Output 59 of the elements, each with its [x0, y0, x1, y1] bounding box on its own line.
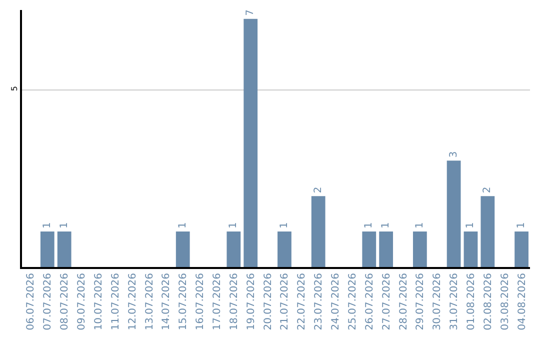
x-tick-label: 06.07.2026 [26, 273, 37, 330]
x-tick-label: 24.07.2026 [330, 273, 342, 330]
data-label: 1 [58, 222, 70, 229]
bar [514, 232, 528, 267]
data-label: 3 [448, 151, 460, 158]
x-tick-label: 28.07.2026 [398, 273, 410, 330]
bar [40, 232, 54, 267]
x-tick-label: 17.07.2026 [212, 273, 223, 330]
x-tick-label: 22.07.2026 [296, 273, 308, 330]
x-tick-label: 12.07.2026 [127, 273, 138, 330]
x-tick-label: 19.07.2026 [246, 273, 257, 330]
data-label: 7 [245, 9, 256, 16]
data-label: 1 [364, 222, 375, 229]
x-tick-label: 08.07.2026 [60, 273, 71, 330]
bar [278, 232, 292, 267]
data-label: 2 [482, 186, 494, 194]
x-tick-label: 10.07.2026 [93, 273, 104, 330]
bar [226, 232, 241, 267]
x-tick-label: 16.07.2026 [195, 273, 206, 330]
x-tick-label: 03.08.2026 [500, 273, 511, 330]
data-label: 1 [177, 222, 188, 229]
data-label: 2 [312, 186, 324, 194]
x-tick-label: 09.07.2026 [76, 273, 88, 330]
x-tick-label: 27.07.2026 [381, 273, 392, 330]
data-label: 1 [516, 222, 528, 229]
x-tick-label: 26.07.2026 [364, 273, 376, 330]
x-tick-label: 13.07.2026 [144, 273, 156, 330]
x-tick-label: 21.07.2026 [280, 273, 291, 330]
bar [379, 232, 394, 267]
x-tick-label: 02.08.2026 [482, 273, 494, 330]
data-label: 1 [278, 222, 290, 229]
bar [446, 160, 461, 267]
x-tick-label: 20.07.2026 [262, 273, 274, 330]
data-label: 1 [380, 222, 392, 229]
x-tick-label: 11.07.2026 [110, 273, 122, 330]
x-tick-label: 31.07.2026 [449, 273, 460, 330]
bar [412, 232, 427, 267]
x-tick-label: 25.07.2026 [347, 273, 358, 330]
x-tick-label: 01.08.2026 [466, 273, 477, 330]
x-tick-label: 18.07.2026 [228, 273, 240, 330]
bar [244, 18, 258, 267]
bar [311, 196, 326, 267]
data-label: 1 [414, 222, 426, 229]
x-tick-label: 04.08.2026 [516, 273, 528, 330]
bar [362, 232, 376, 267]
data-label: 1 [228, 222, 240, 229]
data-label: 1 [42, 222, 53, 229]
bar [480, 196, 495, 267]
y-tick-label: 5 [10, 86, 19, 92]
x-tick-label: 30.07.2026 [432, 273, 444, 330]
x-tick-label: 14.07.2026 [161, 273, 172, 330]
x-tick-label: 15.07.2026 [178, 273, 190, 330]
bar [176, 232, 190, 267]
x-tick-label: 23.07.2026 [314, 273, 325, 330]
bar [57, 232, 72, 267]
x-tick-label: 29.07.2026 [415, 273, 426, 330]
bar [464, 232, 478, 267]
data-label: 1 [465, 222, 476, 229]
x-tick-label: 07.07.2026 [42, 273, 54, 330]
